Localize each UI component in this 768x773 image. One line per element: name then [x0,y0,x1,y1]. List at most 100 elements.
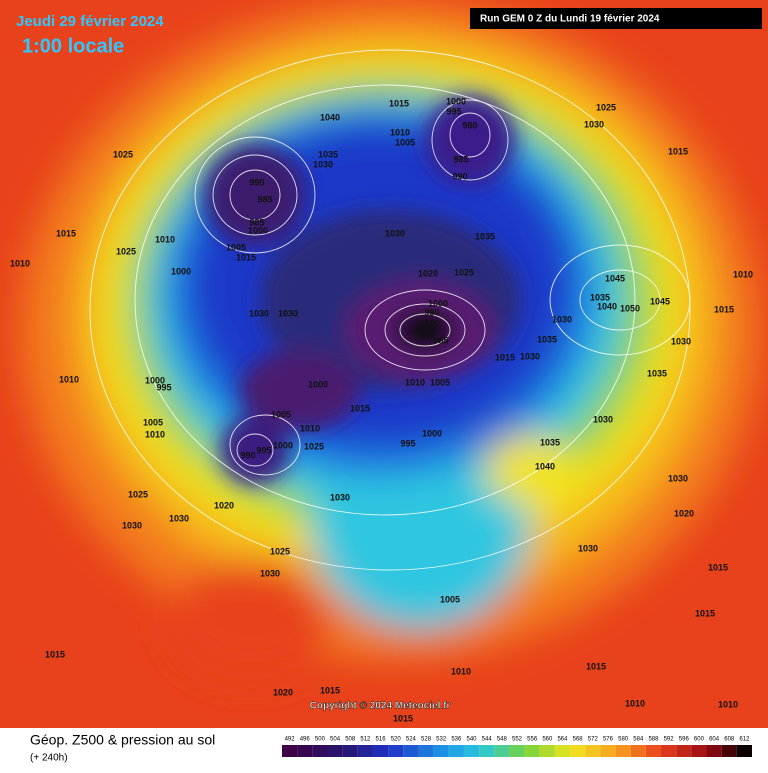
pressure-label: 985 [433,335,448,345]
colorbar-cell [676,745,692,757]
pressure-label: 1030 [260,568,280,578]
valid-date: Jeudi 29 février 2024 [16,13,164,30]
pressure-label: 1010 [10,258,30,268]
pressure-label: 1015 [350,403,370,413]
colorbar-label: 564 [557,737,568,743]
colorbar-label: 512 [360,737,371,743]
pressure-label: 995 [256,445,271,455]
colorbar-cell [342,745,358,757]
pressure-label: 1025 [304,441,324,451]
colorbar-label: 576 [603,737,614,743]
pressure-label: 1000 [422,428,442,438]
valid-time: 1:00 locale [22,35,124,57]
pressure-label: 1010 [718,699,738,709]
colorbar-label: 548 [497,737,508,743]
pressure-label: 1025 [128,489,148,499]
colorbar-cell [327,745,343,757]
pressure-label: 1015 [668,146,688,156]
pressure-label: 1030 [278,308,298,318]
geopotential-field [0,0,768,730]
pressure-label: 1030 [593,414,613,424]
pressure-label: 1040 [320,112,340,122]
pressure-label: 1010 [390,127,410,137]
colorbar-cell [403,745,419,757]
pressure-label: 1010 [145,429,165,439]
colorbar-cell [418,745,434,757]
footer-subtitle: (+ 240h) [30,753,68,764]
colorbar-cell [479,745,495,757]
pressure-label: 1030 [249,308,269,318]
pressure-label: 990 [240,450,255,460]
colorbar-label: 528 [421,737,432,743]
colorbar-label: 532 [436,737,447,743]
colorbar-cell [524,745,540,757]
pressure-label: 1025 [454,267,474,277]
colorbar-label: 584 [633,737,644,743]
pressure-label: 1000 [446,96,466,106]
colorbar-label: 560 [542,737,553,743]
pressure-label: 1005 [440,594,460,604]
pressure-label: 1030 [313,159,333,169]
pressure-label: 1030 [671,336,691,346]
colorbar-label: 500 [315,737,326,743]
colorbar-label: 540 [467,737,478,743]
colorbar-cell [494,745,510,757]
pressure-label: 1005 [143,417,163,427]
pressure-label: 1030 [520,351,540,361]
pressure-label: 1020 [418,268,438,278]
pressure-label: 980 [424,318,439,328]
colorbar-cell [312,745,328,757]
pressure-label: 990 [452,171,467,181]
pressure-label: 1015 [495,352,515,362]
colorbar-cell [570,745,586,757]
colorbar-cell [661,745,677,757]
colorbar-cell [691,745,707,757]
pressure-label: 1005 [430,377,450,387]
pressure-label: 1000 [428,298,448,308]
pressure-label: 1040 [535,461,555,471]
footer-title: Géop. Z500 & pression au sol [30,732,215,748]
pressure-label: 1010 [59,374,79,384]
colorbar-cell [554,745,571,757]
pressure-label: 1010 [733,269,753,279]
colorbar-label: 596 [679,737,690,743]
colorbar-cell [585,745,601,757]
colorbar-cell [463,745,480,757]
pressure-label: 1000 [308,379,328,389]
pressure-label: 1015 [236,252,256,262]
pressure-label: 995 [400,438,415,448]
colorbar-cell [357,745,373,757]
pressure-label: 1015 [586,661,606,671]
pressure-label: 1000 [171,266,191,276]
colorbar-cell [736,745,752,757]
pressure-label: 980 [462,120,477,130]
pressure-label: 995 [446,106,461,116]
colorbar-cell [448,745,464,757]
pressure-label: 1015 [708,562,728,572]
colorbar-cell [706,745,722,757]
pressure-label: 970 [420,331,435,341]
pressure-label: 1030 [122,520,142,530]
pressure-label: 1035 [540,437,560,447]
colorbar-label: 508 [345,737,356,743]
pressure-label: 1000 [273,440,293,450]
run-info: Run GEM 0 Z du Lundi 19 février 2024 [480,14,660,25]
colorbar-label: 496 [300,737,311,743]
pressure-label: 1050 [620,303,640,313]
pressure-label: 1045 [605,273,625,283]
pressure-label: 1035 [537,334,557,344]
pressure-label: 1010 [625,698,645,708]
pressure-label: 1045 [650,296,670,306]
colorbar-label: 520 [391,737,402,743]
colorbar-label: 580 [618,737,629,743]
pressure-label: 995 [156,382,171,392]
pressure-label: 1035 [647,368,667,378]
pressure-label: 1005 [226,242,246,252]
colorbar-label: 524 [406,737,417,743]
pressure-label: 1030 [584,119,604,129]
pressure-label: 990 [249,177,264,187]
pressure-label: 1025 [113,149,133,159]
colorbar-label: 572 [588,737,599,743]
